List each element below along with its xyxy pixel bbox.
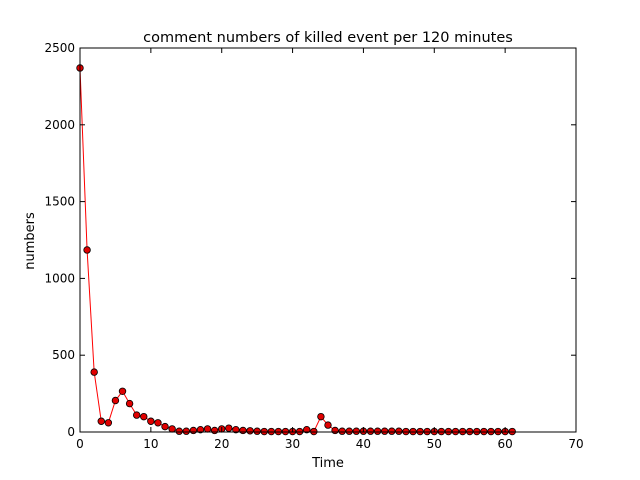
data-point-19 bbox=[210, 426, 219, 435]
data-point-39 bbox=[352, 427, 361, 435]
data-point-4 bbox=[104, 419, 113, 427]
data-point-9 bbox=[140, 412, 148, 421]
y-tick-label-3: 1500 bbox=[44, 195, 75, 209]
data-point-2 bbox=[90, 368, 98, 376]
data-point-35 bbox=[324, 421, 332, 429]
data-point-1 bbox=[83, 246, 91, 254]
data-point-5 bbox=[111, 396, 120, 405]
x-tick-label-7: 70 bbox=[568, 437, 583, 451]
data-point-13 bbox=[168, 425, 176, 433]
x-tick-label-2: 20 bbox=[214, 437, 229, 451]
y-tick-label-5: 2500 bbox=[44, 41, 75, 55]
data-point-42 bbox=[373, 427, 382, 435]
data-point-15 bbox=[182, 427, 190, 435]
y-tick-label-0: 0 bbox=[67, 425, 75, 439]
data-point-14 bbox=[175, 427, 183, 435]
data-point-43 bbox=[380, 427, 389, 435]
data-point-41 bbox=[366, 427, 375, 435]
data-point-24 bbox=[246, 427, 254, 435]
series-line-0 bbox=[79, 67, 513, 433]
data-point-10 bbox=[147, 417, 155, 425]
data-point-32 bbox=[303, 425, 311, 434]
x-tick-label-1: 10 bbox=[143, 437, 158, 451]
data-point-7 bbox=[125, 399, 134, 408]
data-point-16 bbox=[189, 426, 198, 435]
x-tick-label-0: 0 bbox=[76, 437, 84, 451]
plot-frame bbox=[79, 47, 577, 433]
y-tick-label-4: 2000 bbox=[44, 118, 75, 132]
data-point-37 bbox=[338, 427, 346, 435]
x-tick-label-3: 30 bbox=[285, 437, 300, 451]
data-point-8 bbox=[132, 411, 141, 419]
data-point-6 bbox=[118, 387, 127, 395]
x-axis-label: Time bbox=[311, 456, 344, 471]
data-point-3 bbox=[97, 417, 105, 425]
y-tick-label-2: 1000 bbox=[44, 271, 75, 285]
data-point-12 bbox=[161, 422, 169, 431]
x-tick-label-5: 50 bbox=[427, 437, 442, 451]
y-axis: 0 500 1000 1500 2000 2500 bbox=[44, 41, 576, 439]
chart-title: comment numbers of killed event per 120 … bbox=[143, 30, 513, 46]
data-point-22 bbox=[232, 425, 240, 434]
data-point-38 bbox=[345, 427, 353, 435]
data-point-21 bbox=[225, 424, 233, 432]
data-point-44 bbox=[388, 427, 396, 435]
y-axis-label: numbers bbox=[23, 212, 38, 270]
data-point-17 bbox=[196, 425, 205, 434]
x-tick-label-4: 40 bbox=[356, 437, 371, 451]
x-tick-label-6: 60 bbox=[498, 437, 513, 451]
data-point-34 bbox=[317, 412, 325, 421]
data-point-23 bbox=[239, 426, 247, 435]
data-point-25 bbox=[253, 427, 261, 435]
data-point-36 bbox=[331, 426, 339, 435]
data-point-18 bbox=[203, 425, 212, 433]
data-point-11 bbox=[154, 419, 162, 427]
data-point-45 bbox=[395, 427, 403, 435]
x-axis: 0 10 20 30 40 50 60 70 bbox=[76, 48, 584, 451]
series-layer bbox=[76, 64, 516, 436]
y-tick-label-1: 500 bbox=[52, 348, 75, 362]
